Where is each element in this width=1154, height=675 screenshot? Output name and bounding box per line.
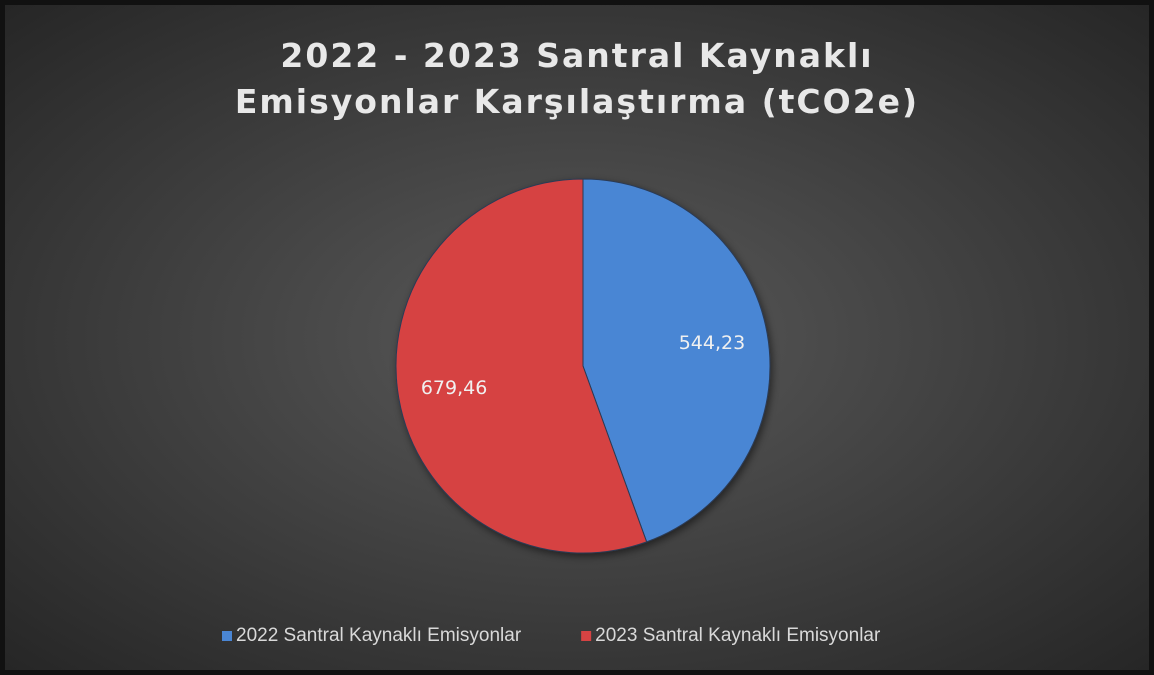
chart: 544,23 679,46 2022 Santral Kaynaklı Emisyo… [222,178,881,646]
chart-title: 2022 - 2023 Santral Kaynaklı Emisyonlar … [234,36,920,121]
legend-swatch [222,631,232,641]
legend-swatch [581,631,592,641]
legend-label: 2022 Santral Kaynaklı Emisyonlar [236,625,522,646]
pie-slice [395,178,648,554]
pie-slice [582,178,771,543]
legend-label: 2023 Santral Kaynaklı Emisyonlar [595,625,881,646]
pie [395,178,771,554]
data-label: 544,23 [679,332,745,354]
data-label: 679,46 [421,377,487,399]
